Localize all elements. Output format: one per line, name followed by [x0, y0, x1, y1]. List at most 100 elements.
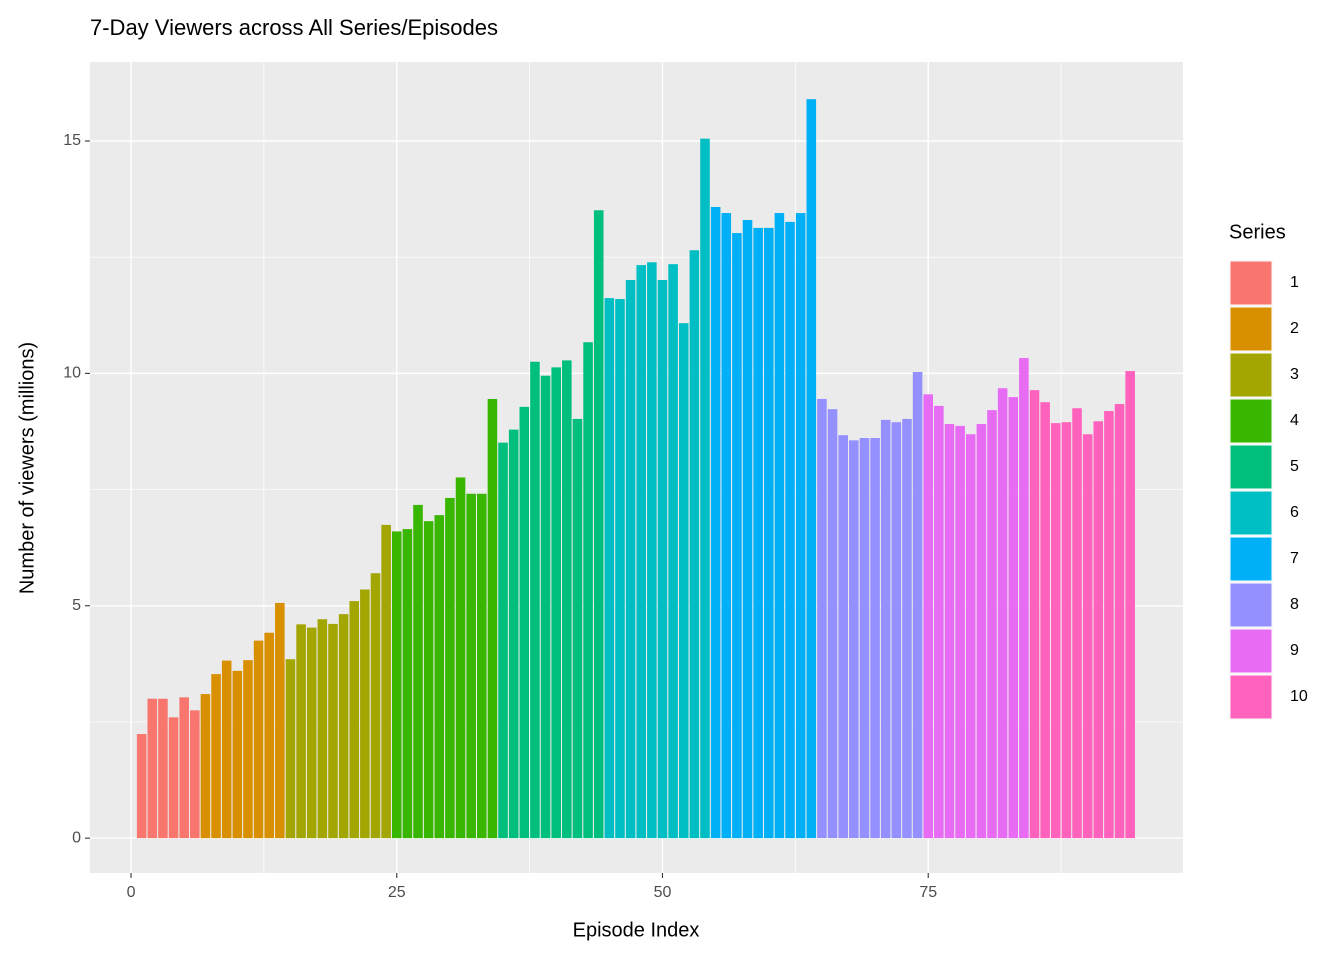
bar	[243, 660, 253, 839]
x-tick-label: 0	[127, 884, 136, 901]
legend-label: 6	[1290, 504, 1299, 521]
legend-swatch	[1229, 306, 1273, 352]
bar	[466, 493, 476, 839]
bar	[381, 524, 391, 839]
x-axis-title: Episode Index	[573, 919, 700, 941]
bar	[1029, 390, 1040, 839]
legend-label: 9	[1290, 642, 1299, 659]
legend-swatch	[1229, 536, 1273, 582]
legend-swatch	[1229, 582, 1273, 628]
bar	[583, 342, 593, 839]
bar	[562, 360, 572, 839]
bar	[572, 418, 583, 839]
bar	[455, 477, 466, 839]
bar	[296, 624, 306, 839]
bar	[190, 710, 200, 839]
legend-label: 10	[1290, 688, 1308, 705]
bar	[498, 442, 508, 839]
bar	[604, 298, 615, 839]
bar	[944, 424, 955, 839]
bar	[636, 265, 647, 839]
bar	[1125, 371, 1135, 839]
legend-label: 8	[1290, 596, 1299, 613]
bar	[987, 410, 997, 839]
bar	[551, 367, 561, 839]
bar	[179, 697, 189, 839]
legend-label: 3	[1290, 366, 1299, 383]
y-tick-label: 0	[72, 829, 81, 846]
legend-label: 5	[1290, 458, 1299, 475]
bar	[1104, 411, 1114, 839]
bar	[923, 394, 934, 839]
bar	[806, 99, 817, 839]
bar	[1082, 434, 1093, 839]
bar	[934, 405, 944, 839]
bar	[136, 734, 147, 839]
bar	[763, 227, 774, 839]
bar	[859, 437, 870, 839]
bar	[700, 138, 710, 839]
bar	[370, 573, 381, 839]
bar	[232, 670, 243, 839]
bar	[615, 299, 625, 839]
legend-label: 1	[1290, 274, 1299, 291]
bar	[540, 375, 551, 839]
bar	[1008, 397, 1019, 839]
bar	[477, 493, 487, 839]
bar	[742, 220, 753, 839]
bar	[445, 497, 455, 839]
bar	[306, 627, 317, 839]
bar	[838, 435, 848, 839]
bar	[1072, 408, 1082, 839]
x-tick-label: 75	[919, 884, 937, 901]
bar	[976, 424, 987, 839]
bar	[360, 589, 370, 839]
chart-title: 7-Day Viewers across All Series/Episodes	[90, 15, 498, 40]
bar	[593, 210, 604, 839]
bar	[285, 659, 296, 839]
bar	[870, 437, 880, 839]
legend-label: 7	[1290, 550, 1299, 567]
legend-title: Series	[1229, 221, 1286, 243]
legend-swatch	[1229, 490, 1273, 536]
bar	[508, 429, 519, 839]
y-axis-title: Number of viewers (millions)	[16, 342, 38, 594]
bar	[317, 619, 328, 839]
bar	[955, 425, 965, 839]
bar	[423, 521, 434, 839]
bar	[817, 398, 827, 839]
bar	[519, 406, 530, 839]
bar	[402, 529, 413, 839]
bar	[891, 422, 902, 839]
y-tick-label: 5	[72, 597, 81, 614]
legend-label: 2	[1290, 320, 1299, 337]
bar	[253, 640, 264, 839]
bar	[785, 221, 795, 839]
y-tick-label: 10	[63, 365, 81, 382]
bar	[147, 698, 158, 839]
bar	[732, 233, 742, 839]
bar	[275, 602, 285, 839]
bar	[625, 279, 636, 839]
bar	[912, 371, 923, 839]
bar	[168, 717, 179, 839]
bar	[678, 323, 689, 839]
x-tick-label: 50	[654, 884, 672, 901]
bar	[721, 213, 732, 839]
bar	[264, 632, 274, 839]
legend-swatch	[1229, 674, 1273, 720]
bar	[349, 601, 360, 839]
legend-swatch	[1229, 628, 1273, 674]
legend-swatch	[1229, 398, 1273, 444]
bar	[965, 434, 976, 839]
bar	[1061, 422, 1072, 839]
bar	[657, 279, 668, 839]
bar	[710, 207, 721, 839]
legend-swatch	[1229, 444, 1273, 490]
bar	[689, 250, 700, 839]
legend-swatch	[1229, 260, 1273, 306]
bar	[668, 264, 678, 839]
bar	[211, 674, 221, 839]
